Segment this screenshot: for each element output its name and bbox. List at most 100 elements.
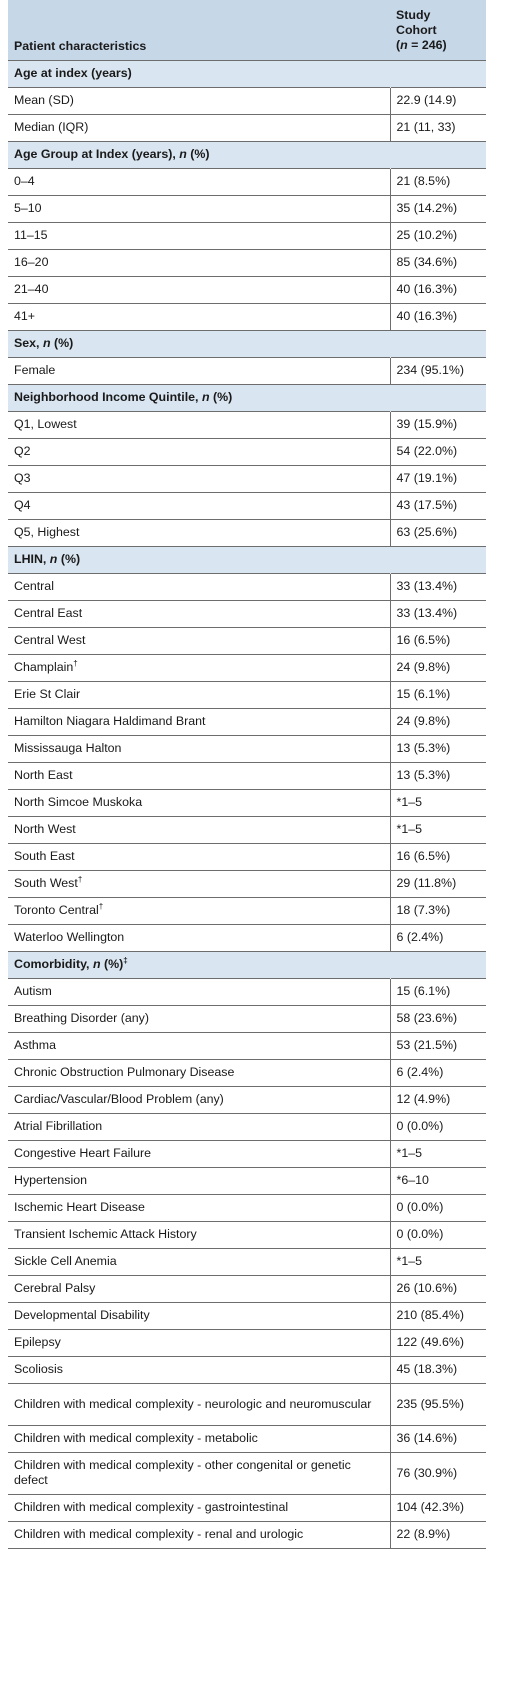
row-label-text: Children with medical complexity - renal… (14, 1527, 304, 1541)
row-label-text: Sickle Cell Anemia (14, 1254, 117, 1268)
row-label: North East (8, 761, 390, 789)
section-header-row: Neighborhood Income Quintile, n (%) (8, 383, 486, 411)
section-value-empty (389, 950, 486, 978)
row-label-text: 21–40 (14, 282, 49, 296)
row-label-text: Q1, Lowest (14, 417, 77, 431)
section-title: Neighborhood Income Quintile, n (%) (8, 383, 390, 411)
row-label: Female (8, 356, 390, 384)
table-row: Champlain† 24 (9.8%) (8, 653, 486, 681)
row-label: Central East (8, 599, 390, 627)
row-label-text: Scoliosis (14, 1362, 63, 1376)
table-row: Developmental Disability 210 (85.4%) (8, 1301, 486, 1329)
table-row: Ischemic Heart Disease 0 (0.0%) (8, 1193, 486, 1221)
row-value: 6 (2.4%) (389, 1058, 486, 1086)
row-value: 25 (10.2%) (389, 221, 486, 249)
row-label-text: Champlain (14, 660, 74, 674)
row-label: Q2 (8, 437, 390, 465)
row-label: Congestive Heart Failure (8, 1139, 390, 1167)
table-row: 11–15 25 (10.2%) (8, 221, 486, 249)
row-label: Sickle Cell Anemia (8, 1247, 390, 1275)
section-title: Age at index (years) (8, 59, 390, 87)
table-row: Hypertension *6–10 (8, 1166, 486, 1194)
row-value: 53 (21.5%) (389, 1031, 486, 1059)
section-title-text: Comorbidity, (14, 957, 93, 971)
row-label-text: Autism (14, 984, 52, 998)
row-value: 33 (13.4%) (389, 599, 486, 627)
row-label: 5–10 (8, 194, 390, 222)
section-title: Comorbidity, n (%)‡ (8, 950, 390, 978)
row-label-text: Ischemic Heart Disease (14, 1200, 145, 1214)
row-label-text: South East (14, 849, 75, 863)
table-row: Waterloo Wellington 6 (2.4%) (8, 923, 486, 951)
row-label: Children with medical complexity - neuro… (8, 1382, 390, 1425)
table-row: South East 16 (6.5%) (8, 842, 486, 870)
row-value: 210 (85.4%) (389, 1301, 486, 1329)
table-row: 5–10 35 (14.2%) (8, 194, 486, 222)
row-label: Q3 (8, 464, 390, 492)
section-title-suffix: (%) (100, 957, 124, 971)
table-row: Central West 16 (6.5%) (8, 626, 486, 654)
row-label-text: South West (14, 876, 78, 890)
row-label-text: Median (IQR) (14, 120, 89, 134)
footnote-marker: † (98, 901, 104, 911)
row-value: 21 (11, 33) (389, 113, 486, 141)
row-label: Atrial Fibrillation (8, 1112, 390, 1140)
section-title-suffix: (%) (50, 336, 74, 350)
table-row: 0–4 21 (8.5%) (8, 167, 486, 195)
section-header-row: Comorbidity, n (%)‡ (8, 950, 486, 978)
section-title-n: n (201, 390, 210, 404)
row-value: 16 (6.5%) (389, 626, 486, 654)
section-title-n: n (179, 147, 187, 161)
table-row: Erie St Clair 15 (6.1%) (8, 680, 486, 708)
row-value: 85 (34.6%) (389, 248, 486, 276)
table-row: Transient Ischemic Attack History 0 (0.0%… (8, 1220, 486, 1248)
row-value: 29 (11.8%) (389, 869, 486, 897)
row-label-text: Atrial Fibrillation (14, 1119, 103, 1133)
table-row: Asthma 53 (21.5%) (8, 1031, 486, 1059)
row-value: 40 (16.3%) (389, 275, 486, 303)
table-row: North West *1–5 (8, 815, 486, 843)
table-row: Cardiac/Vascular/Blood Problem (any) 12 (… (8, 1085, 486, 1113)
row-value: 6 (2.4%) (389, 923, 486, 951)
footnote-marker: ‡ (123, 955, 128, 965)
row-label-text: Central East (14, 606, 83, 620)
section-value-empty (389, 329, 486, 357)
row-label: North West (8, 815, 390, 843)
row-label-text: Children with medical complexity - metab… (14, 1431, 258, 1445)
row-label-text: Hypertension (14, 1173, 88, 1187)
section-title-n: n (49, 552, 58, 566)
row-label-text: Hamilton Niagara Haldimand Brant (14, 714, 206, 728)
row-label: Central (8, 572, 390, 600)
row-label-text: 16–20 (14, 255, 49, 269)
section-title-suffix: (%) (57, 552, 81, 566)
header-n-count: = 246) (407, 38, 447, 52)
header-study-cohort: Study Cohort (n = 246) (390, 0, 486, 60)
row-label: Cerebral Palsy (8, 1274, 390, 1302)
row-label-text: 41+ (14, 309, 36, 323)
section-header-row: Sex, n (%) (8, 329, 486, 357)
row-value: 234 (95.1%) (389, 356, 486, 384)
table-row: Median (IQR) 21 (11, 33) (8, 113, 486, 141)
row-label-text: Cerebral Palsy (14, 1281, 96, 1295)
row-label: Children with medical complexity - other… (8, 1451, 390, 1494)
table-row: Scoliosis 45 (18.3%) (8, 1355, 486, 1383)
table-row: North East 13 (5.3%) (8, 761, 486, 789)
row-label-text: Central West (14, 633, 86, 647)
table-row: 41+ 40 (16.3%) (8, 302, 486, 330)
row-label-text: Q3 (14, 471, 31, 485)
row-label: Mississauga Halton (8, 734, 390, 762)
row-label-text: Central (14, 579, 54, 593)
section-title-text: Age at index (years) (14, 66, 132, 80)
table-row: Q5, Highest 63 (25.6%) (8, 518, 486, 546)
row-label: 0–4 (8, 167, 390, 195)
row-label-text: Erie St Clair (14, 687, 81, 701)
row-label: Children with medical complexity - renal… (8, 1520, 390, 1549)
row-label: Cardiac/Vascular/Blood Problem (any) (8, 1085, 390, 1113)
row-value: *1–5 (389, 788, 486, 816)
row-label-text: Cardiac/Vascular/Blood Problem (any) (14, 1092, 224, 1106)
row-label: Hypertension (8, 1166, 390, 1194)
row-value: 0 (0.0%) (389, 1193, 486, 1221)
section-title-text: LHIN, (14, 552, 50, 566)
row-label: Champlain† (8, 653, 390, 681)
row-label-text: Children with medical complexity - gastr… (14, 1500, 289, 1514)
